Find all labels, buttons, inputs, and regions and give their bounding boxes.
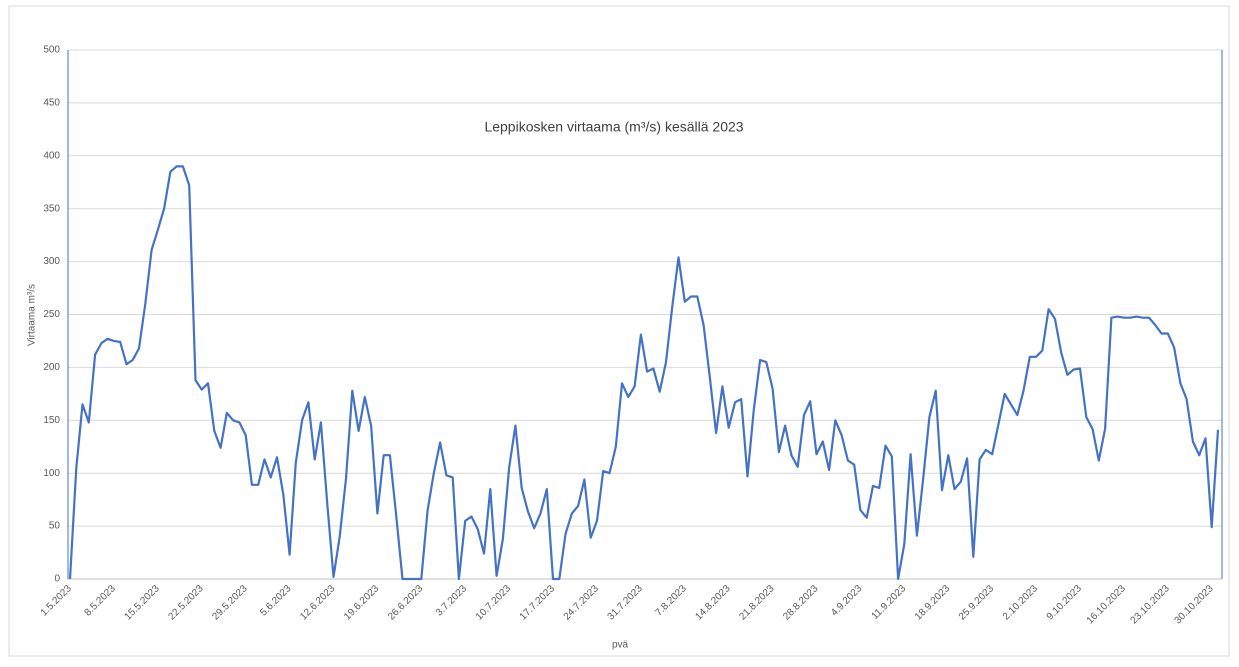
y-tick-label: 500 [43,45,60,56]
y-tick-label: 150 [43,415,60,426]
y-tick-label: 200 [43,362,60,373]
y-axis-title: Virtaama m³/s [27,284,38,346]
x-axis-title: pvä [612,640,629,651]
chart-title: Leppikosken virtaama (m³/s) kesällä 2023 [484,119,743,135]
y-tick-label: 450 [43,98,60,109]
y-tick-label: 50 [49,521,61,532]
y-tick-label: 300 [43,256,60,267]
y-tick-label: 400 [43,150,60,161]
line [68,165,1220,581]
y-tick-label: 350 [43,203,60,214]
y-tick-label: 0 [54,574,60,585]
y-tick-label: 250 [43,309,60,320]
chart-frame [8,5,1230,657]
y-tick-label: 100 [43,468,60,479]
